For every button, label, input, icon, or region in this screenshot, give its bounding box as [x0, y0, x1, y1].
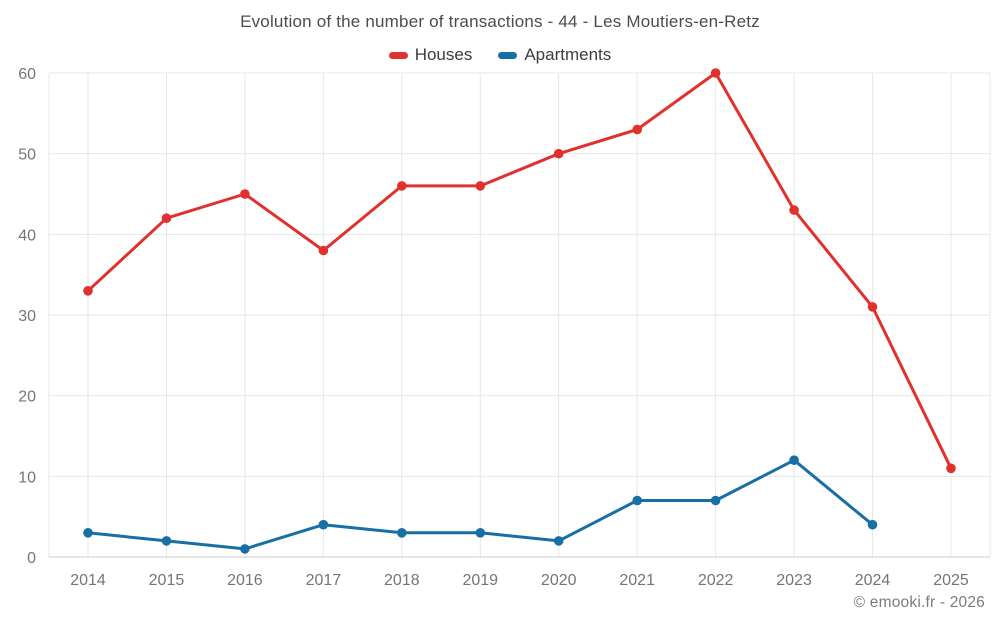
x-tick-label: 2025 — [933, 572, 969, 589]
x-tick-label: 2018 — [384, 572, 420, 589]
apartments-data-point[interactable] — [161, 536, 172, 546]
houses-series-line — [86, 71, 953, 470]
houses-data-point[interactable] — [318, 245, 329, 256]
houses-data-point[interactable] — [475, 181, 486, 191]
houses-legend-marker-icon — [388, 51, 408, 59]
apartments-legend-marker-icon — [498, 51, 518, 59]
x-tick-label: 2016 — [227, 572, 263, 589]
houses-data-point[interactable] — [867, 302, 878, 312]
legend-item-houses[interactable]: Houses — [388, 45, 473, 65]
x-tick-label: 2024 — [855, 572, 891, 589]
x-tick-label: 2014 — [70, 572, 106, 589]
y-tick-label: 50 — [18, 147, 36, 164]
houses-data-point[interactable] — [83, 286, 93, 296]
apartments-data-point[interactable] — [632, 495, 642, 506]
apartments-data-point[interactable] — [397, 528, 407, 538]
houses-data-point[interactable] — [946, 463, 956, 474]
y-tick-label: 10 — [18, 469, 36, 486]
apartments-data-point[interactable] — [710, 495, 721, 506]
chart-legend: Houses Apartments — [0, 45, 1000, 65]
apartments-data-point[interactable] — [553, 536, 564, 546]
y-tick-label: 20 — [18, 389, 36, 406]
x-tick-label: 2017 — [306, 572, 342, 589]
houses-data-point[interactable] — [240, 189, 250, 199]
apartments-legend-label: Apartments — [524, 45, 612, 64]
x-tick-label: 2020 — [541, 572, 577, 589]
apartments-data-point[interactable] — [83, 528, 93, 538]
x-tick-label: 2015 — [149, 572, 185, 589]
houses-data-point[interactable] — [553, 148, 564, 159]
houses-data-point[interactable] — [710, 68, 721, 78]
apartments-data-point[interactable] — [789, 455, 799, 466]
x-tick-label: 2023 — [776, 572, 812, 589]
x-tick-label: 2019 — [462, 572, 498, 589]
apartments-data-point[interactable] — [475, 528, 486, 538]
copyright-credit: © emooki.fr - 2026 — [853, 594, 985, 611]
chart-title: Evolution of the number of transactions … — [240, 12, 760, 31]
apartments-data-point[interactable] — [240, 544, 250, 554]
y-tick-label: 40 — [18, 227, 36, 244]
x-tick-label: 2022 — [698, 572, 734, 589]
houses-data-point[interactable] — [632, 124, 642, 135]
y-tick-label: 60 — [18, 66, 36, 83]
legend-item-apartments[interactable]: Apartments — [498, 45, 611, 65]
y-tick-label: 30 — [18, 308, 36, 325]
apartments-data-point[interactable] — [867, 519, 878, 530]
houses-data-point[interactable] — [789, 205, 799, 215]
houses-legend-label: Houses — [414, 45, 473, 64]
x-tick-label: 2021 — [619, 572, 655, 589]
apartments-data-point[interactable] — [318, 519, 329, 530]
houses-data-point[interactable] — [161, 213, 172, 223]
houses-data-point[interactable] — [397, 181, 407, 191]
y-tick-label: 0 — [27, 550, 36, 567]
